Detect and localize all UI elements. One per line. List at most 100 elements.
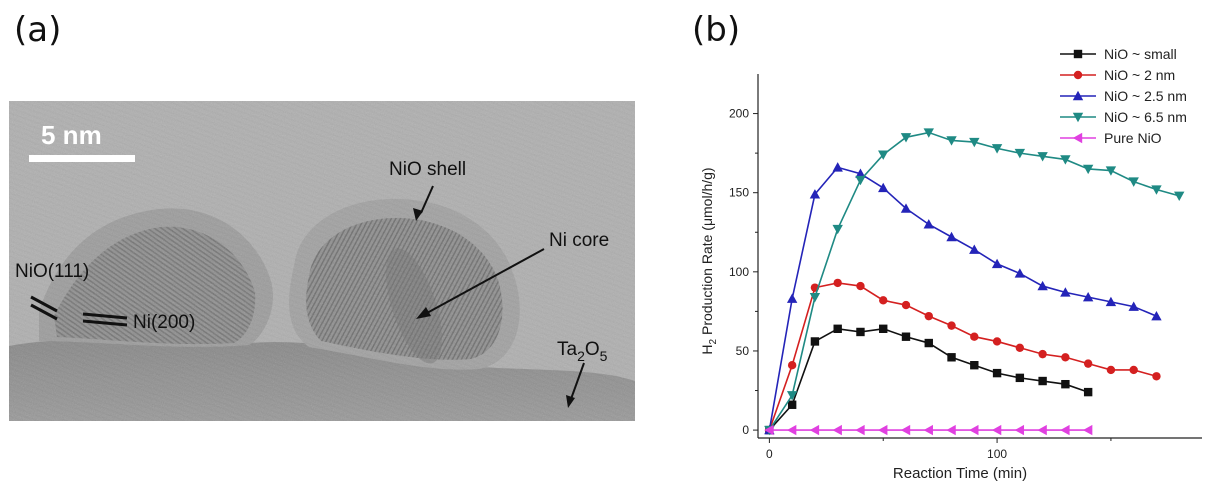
arrow-ta2o5 [570, 362, 585, 400]
data-point [947, 353, 956, 362]
arrowhead-ta2o5 [566, 395, 575, 408]
data-point [1174, 191, 1185, 202]
data-point [947, 321, 956, 330]
data-point [924, 311, 933, 321]
data-point [1014, 268, 1026, 278]
data-point [878, 150, 889, 160]
legend-marker [1072, 112, 1084, 123]
legend-label: Pure NiO [1104, 130, 1162, 146]
series-2 [764, 162, 1162, 435]
data-point [923, 219, 934, 229]
data-point [810, 337, 820, 346]
data-point [809, 189, 821, 199]
legend-marker [1073, 70, 1083, 80]
legend-marker [1072, 132, 1083, 144]
data-point [786, 293, 798, 303]
legend-label: NiO ~ small [1104, 46, 1177, 62]
data-point [900, 133, 912, 143]
marker-nio-111-a [30, 295, 58, 313]
y-tick-label: 200 [729, 107, 749, 121]
data-point [970, 332, 979, 341]
data-point [1014, 148, 1026, 159]
data-point [855, 175, 866, 186]
data-point [879, 296, 888, 305]
data-point [1061, 353, 1070, 362]
annotation-ni-core: Ni core [549, 230, 609, 251]
data-point [1037, 152, 1048, 162]
data-point [991, 424, 1002, 436]
data-point [786, 391, 798, 401]
y-label-sub: 2 [708, 338, 719, 344]
data-point [923, 128, 934, 138]
data-point [924, 338, 933, 348]
legend-label: NiO ~ 2.5 nm [1104, 88, 1187, 104]
data-point [1152, 372, 1161, 381]
data-point [992, 368, 1002, 378]
data-point [1083, 387, 1093, 397]
data-point [1060, 287, 1071, 297]
legend-label: NiO ~ 2 nm [1104, 67, 1175, 83]
data-point [1151, 185, 1162, 195]
scale-bar-label: 5 nm [41, 120, 102, 150]
ta2o5-ta: Ta [557, 339, 578, 360]
legend-marker [1072, 90, 1084, 101]
data-point [809, 292, 821, 303]
data-point [832, 224, 843, 235]
data-point [1060, 155, 1071, 165]
series-line [768, 131, 1180, 431]
data-point [969, 137, 980, 148]
data-point [809, 424, 820, 436]
image-noise [9, 101, 635, 421]
x-tick-label: 0 [766, 447, 773, 461]
y-tick-label: 50 [736, 344, 750, 358]
tem-image: 5 nm NiO shell Ni core NiO(111) Ni(200) … [9, 101, 635, 421]
annotation-nio-111: NiO(111) [15, 261, 89, 282]
data-point [1037, 280, 1048, 291]
ta2o5-o: O [585, 339, 600, 360]
x-tick-label: 100 [987, 447, 1007, 461]
data-point [946, 136, 957, 146]
data-point [1082, 291, 1094, 302]
data-point [969, 244, 980, 254]
tem-micrograph: 5 nm NiO shell Ni core NiO(111) Ni(200) … [9, 101, 635, 421]
data-point [1038, 349, 1047, 359]
series-1 [765, 278, 1161, 435]
data-point [1129, 365, 1138, 375]
data-point [1106, 365, 1116, 375]
data-point [787, 400, 797, 409]
data-point [787, 361, 797, 370]
chart-axes: 0 50 100 150 200 0 100 Reaction Time (min) H2 Pr… [699, 74, 1202, 482]
y-axis-label: H2 Production Rate (μmol/h/g) [699, 167, 719, 354]
chart-legend: NiO ~ small NiO ~ 2 nm NiO ~ 2.5 nm NiO ~ 6… [1060, 46, 1187, 146]
data-point [786, 424, 797, 436]
data-point [855, 424, 865, 436]
annotation-ni-200: Ni(200) [133, 312, 195, 333]
series-line [768, 282, 1157, 431]
data-point [900, 424, 911, 436]
data-point [856, 327, 865, 337]
data-point [946, 231, 957, 242]
data-point [856, 281, 865, 291]
data-point [878, 182, 889, 193]
ta2o5-sub-5: 5 [600, 348, 608, 364]
marker-ni-200-a [82, 312, 128, 320]
scale-bar [29, 155, 135, 162]
data-point [1060, 424, 1070, 436]
series-0 [765, 324, 1093, 435]
data-point [1128, 177, 1139, 187]
series-line [768, 166, 1157, 431]
h2-production-chart: 0 50 100 150 200 0 100 Reaction Time (min) H2 Pr… [699, 46, 1202, 482]
legend-label: NiO ~ 6.5 nm [1104, 109, 1187, 125]
data-point [1083, 359, 1093, 368]
data-point [991, 258, 1003, 269]
arrowhead-nio-shell [413, 208, 423, 221]
data-point [1105, 296, 1117, 307]
arrowhead-ni-core [416, 307, 431, 319]
chart-series [764, 128, 1185, 436]
data-point [855, 168, 866, 178]
data-point [1037, 424, 1047, 436]
data-point [901, 300, 911, 310]
panel-a-label: (a) [14, 10, 62, 50]
data-point [764, 424, 774, 436]
data-point [1082, 424, 1093, 436]
